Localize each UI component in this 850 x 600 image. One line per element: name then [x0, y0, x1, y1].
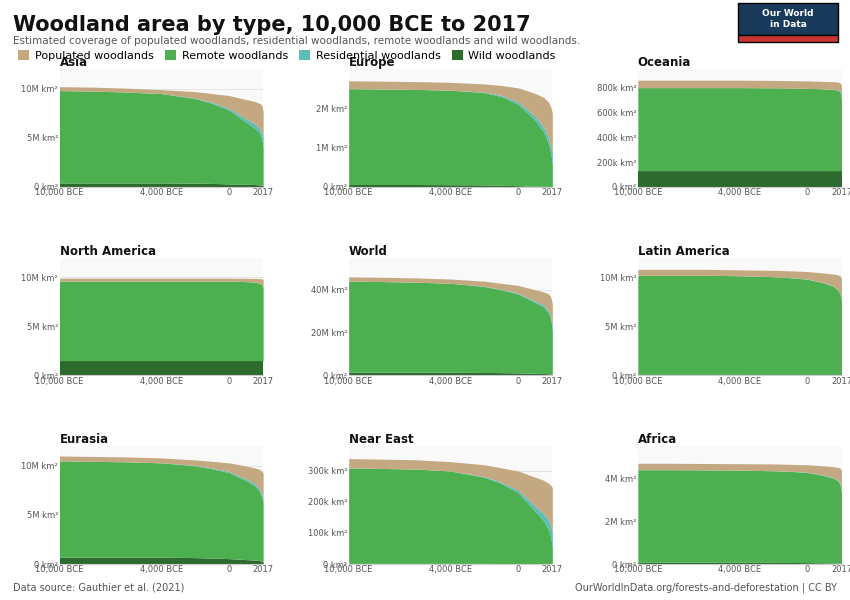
FancyBboxPatch shape	[738, 35, 838, 42]
Text: Eurasia: Eurasia	[60, 433, 109, 446]
Text: Near East: Near East	[348, 433, 413, 446]
Text: Estimated coverage of populated woodlands, residential woodlands, remote woodlan: Estimated coverage of populated woodland…	[13, 36, 580, 46]
Text: Our World: Our World	[762, 10, 813, 19]
Text: Latin America: Latin America	[638, 245, 729, 257]
Text: Woodland area by type, 10,000 BCE to 2017: Woodland area by type, 10,000 BCE to 201…	[13, 15, 530, 35]
Text: Europe: Europe	[348, 56, 395, 69]
Text: World: World	[348, 245, 388, 257]
FancyBboxPatch shape	[738, 3, 838, 35]
Text: OurWorldInData.org/forests-and-deforestation | CC BY: OurWorldInData.org/forests-and-deforesta…	[575, 582, 837, 593]
Text: Asia: Asia	[60, 56, 88, 69]
Text: Data source: Gauthier et al. (2021): Data source: Gauthier et al. (2021)	[13, 583, 184, 593]
Text: North America: North America	[60, 245, 156, 257]
Text: in Data: in Data	[769, 20, 807, 29]
Text: Africa: Africa	[638, 433, 677, 446]
Legend: Populated woodlands, Remote woodlands, Residential woodlands, Wild woodlands: Populated woodlands, Remote woodlands, R…	[19, 50, 556, 61]
Text: Oceania: Oceania	[638, 56, 691, 69]
